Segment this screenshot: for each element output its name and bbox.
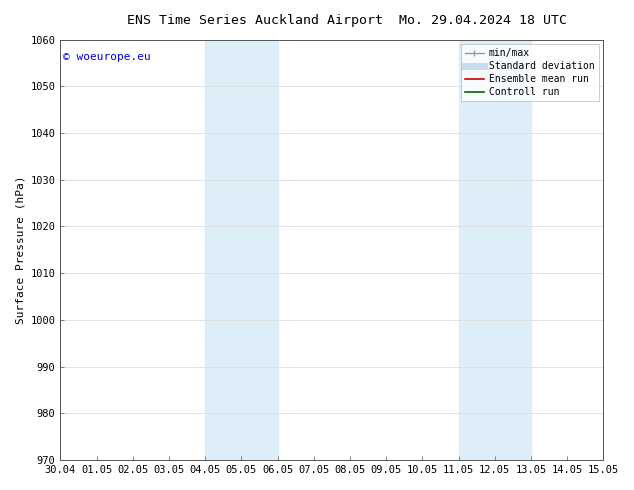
Text: Mo. 29.04.2024 18 UTC: Mo. 29.04.2024 18 UTC xyxy=(399,14,567,27)
Y-axis label: Surface Pressure (hPa): Surface Pressure (hPa) xyxy=(15,175,25,324)
Text: © woeurope.eu: © woeurope.eu xyxy=(63,52,151,62)
Bar xyxy=(458,40,531,460)
Bar xyxy=(205,40,278,460)
Legend: min/max, Standard deviation, Ensemble mean run, Controll run: min/max, Standard deviation, Ensemble me… xyxy=(461,45,598,101)
Text: ENS Time Series Auckland Airport: ENS Time Series Auckland Airport xyxy=(127,14,383,27)
